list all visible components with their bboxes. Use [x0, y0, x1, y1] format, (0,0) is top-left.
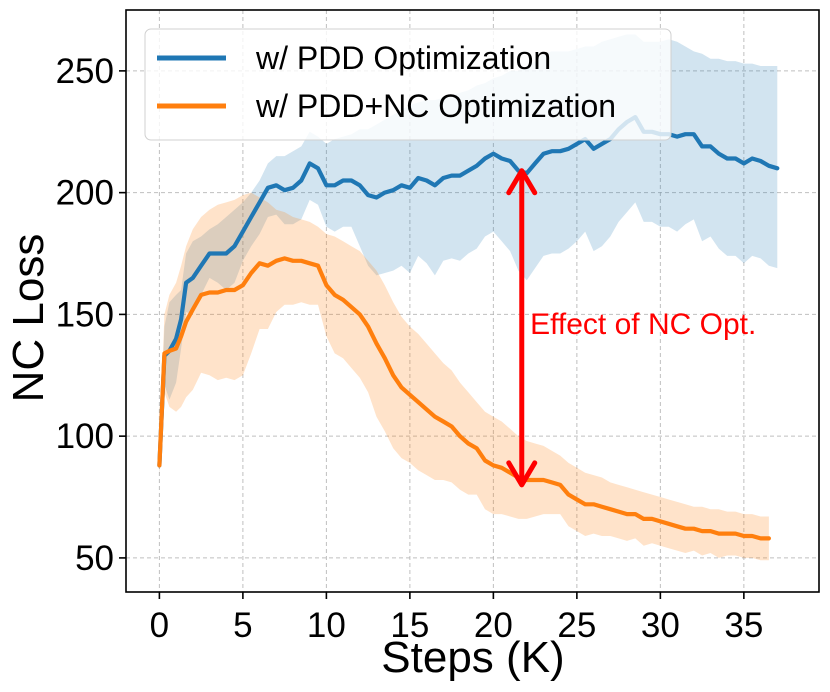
series-line-pdd — [157, 114, 780, 468]
axis-titles: Steps (K) NC Loss — [4, 234, 565, 682]
x-tick-label: 20 — [474, 606, 513, 645]
x-axis-label: Steps (K) — [381, 633, 564, 682]
y-tick-label: 250 — [56, 52, 114, 91]
confidence-bands — [159, 34, 778, 561]
band-pdd-nc — [159, 192, 769, 561]
plot-frame — [125, 9, 820, 593]
x-tick-label: 10 — [307, 606, 346, 645]
annotation-label: Effect of NC Opt. — [530, 308, 756, 341]
arrow-head-bottom — [506, 460, 538, 488]
y-tick-label: 50 — [75, 539, 114, 578]
y-tick-label: 150 — [56, 295, 114, 334]
legend: w/ PDD Optimization w/ PDD+NC Optimizati… — [144, 28, 672, 141]
series-line-pdd-nc — [157, 256, 772, 541]
annotation: Effect of NC Opt. — [506, 168, 756, 488]
series-lines — [157, 114, 780, 541]
legend-box — [144, 28, 672, 141]
axis-ticks: 0 5 10 15 20 25 30 35 50 100 150 200 250 — [56, 52, 764, 645]
y-axis-label: NC Loss — [4, 234, 53, 403]
y-tick-label: 100 — [56, 417, 114, 456]
x-tick-label: 30 — [641, 606, 680, 645]
y-tick-label: 200 — [56, 174, 114, 213]
x-tick-label: 5 — [233, 606, 252, 645]
x-tick-label: 0 — [150, 606, 169, 645]
x-tick-label: 25 — [557, 606, 596, 645]
legend-label-pdd-nc: w/ PDD+NC Optimization — [255, 88, 616, 124]
arrow-head-top — [506, 168, 538, 196]
x-tick-label: 15 — [390, 606, 429, 645]
x-tick-label: 35 — [724, 606, 763, 645]
legend-label-pdd: w/ PDD Optimization — [255, 40, 551, 76]
band-pdd — [159, 34, 778, 476]
